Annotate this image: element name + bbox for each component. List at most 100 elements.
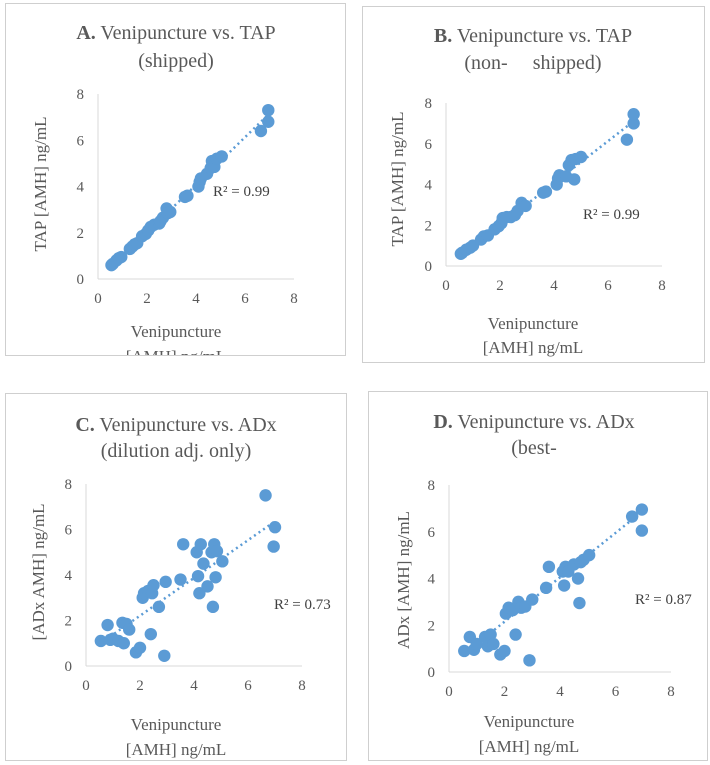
chart-b-title-prefix: B.	[434, 25, 452, 47]
chart-b-y-tick-label: 2	[425, 218, 433, 234]
chart-a-x-tick-label: 2	[143, 291, 151, 307]
chart-d-data-point	[526, 593, 539, 606]
chart-c-data-point	[201, 580, 214, 593]
chart-c-data-point	[147, 579, 160, 592]
chart-a-x-tick-label: 4	[192, 291, 200, 307]
chart-a-data-point	[215, 150, 228, 163]
chart-d-data-point	[458, 644, 471, 658]
chart-a-x-tick-label: 6	[241, 291, 249, 307]
chart-a-title-line-2: (shipped)	[138, 50, 214, 72]
chart-d-data-point	[509, 628, 522, 641]
chart-c-x-tick-label: 6	[244, 678, 252, 694]
chart-c-data-point	[193, 587, 206, 600]
chart-c-data-point	[216, 555, 229, 568]
chart-c-data-point	[177, 538, 190, 551]
chart-d-data-point	[557, 579, 571, 592]
chart-b-data-point	[627, 117, 640, 130]
chart-d-data-point	[470, 637, 483, 651]
chart-b-r2-label: R² = 0.99	[583, 207, 640, 223]
chart-d-data-point	[498, 644, 511, 658]
chart-c-x-label-line-1: Venipuncture	[131, 715, 222, 734]
chart-c-y-tick-label: 2	[65, 614, 73, 630]
chart-d-data-point	[573, 596, 586, 610]
chart-c-data-point	[133, 641, 147, 654]
chart-a-data-point	[262, 103, 275, 117]
chart-c-data-point	[210, 544, 224, 558]
chart-c-x-tick-label: 2	[136, 678, 144, 694]
chart-d-data-point	[582, 548, 596, 562]
chart-a-trendline	[110, 113, 270, 268]
chart-c-data-point	[191, 569, 205, 583]
chart-c: C. Venipuncture vs. ADx (dilution adj. on…	[29, 414, 331, 759]
chart-b-x-label-line-2: [AMH] ng/mL	[483, 338, 584, 357]
chart-b-y-tick-label: 8	[425, 96, 433, 112]
chart-a-data-point	[115, 250, 128, 264]
chart-c-data-point	[259, 489, 272, 502]
chart-c-x-tick-label: 8	[298, 678, 306, 694]
chart-c-data-point	[117, 637, 130, 650]
chart-b-data-point	[568, 173, 581, 186]
chart-c-y-tick-label: 6	[65, 523, 73, 539]
chart-b-x-tick-label: 8	[658, 278, 666, 294]
chart-a-title-prefix: A.	[76, 22, 95, 44]
chart-b-title-line-2: (non- shipped)	[464, 52, 601, 74]
chart-c-title-prefix: C.	[75, 414, 94, 436]
chart-a-x-label-line-2: [AMH] ng/mL	[126, 347, 227, 355]
chart-b-x-label-line-1: Venipuncture	[488, 314, 579, 333]
chart-b-title-line-1: B. Venipuncture vs. TAP	[434, 25, 632, 47]
chart-d-x-tick-label: 0	[445, 684, 453, 700]
chart-a-y-tick-label: 4	[77, 180, 85, 196]
chart-d-y-tick-label: 6	[428, 525, 436, 541]
chart-c-data-point	[194, 538, 207, 551]
chart-c-data-point	[268, 521, 282, 534]
panel-c: C. Venipuncture vs. ADx (dilution adj. on…	[5, 393, 347, 761]
chart-a-r2-label: R² = 0.99	[213, 184, 270, 200]
chart-c-x-tick-label: 0	[82, 678, 90, 694]
chart-b-data-point	[519, 199, 532, 213]
chart-d-data-point	[635, 524, 649, 537]
chart-c-data-point	[174, 573, 187, 586]
chart-d-r2-label: R² = 0.87	[635, 592, 692, 608]
chart-d-y-tick-label: 4	[428, 572, 436, 588]
chart-b: B. Venipuncture vs. TAP (non- shipped) 0 2 4…	[388, 25, 666, 357]
chart-c-data-point	[123, 623, 136, 636]
chart-a-y-label: TAP [AMH] ng/mL	[31, 117, 50, 252]
chart-c-x-label-line-2: [AMH] ng/mL	[126, 740, 227, 759]
chart-d-y-tick-label: 0	[428, 665, 436, 681]
chart-d-x-label-line-2: [AMH] ng/mL	[479, 737, 580, 756]
chart-c-data-point	[152, 600, 166, 614]
chart-c-data-point	[144, 627, 157, 641]
chart-a-y-tick-label: 2	[77, 226, 85, 242]
chart-d-data-point	[487, 637, 500, 651]
chart-d-title-line-1: D. Venipuncture vs. ADx	[433, 411, 634, 433]
chart-b-y-tick-label: 6	[425, 137, 433, 153]
chart-c-y-tick-label: 0	[65, 659, 73, 675]
chart-c-title-text: Venipuncture vs. ADx	[95, 414, 277, 436]
chart-a-data-point	[262, 115, 275, 128]
chart-a-y-tick-label: 6	[77, 133, 85, 149]
chart-b-data-point	[620, 133, 634, 146]
chart-a: A. Venipuncture vs. TAP (shipped) 0 2 4 6 8 0 2 4…	[31, 22, 298, 355]
chart-a-x-tick-label: 0	[94, 291, 102, 307]
chart-c-data-point	[94, 634, 108, 648]
chart-d-data-point	[625, 510, 639, 523]
chart-b-y-tick-label: 4	[425, 178, 433, 194]
chart-a-data-point	[181, 189, 194, 202]
chart-b-x-tick-label: 4	[550, 278, 558, 294]
chart-b-y-label: TAP [AMH] ng/mL	[388, 112, 407, 247]
chart-b-x-tick-label: 6	[604, 278, 612, 294]
chart-a-x-tick-label: 8	[290, 291, 298, 307]
chart-d-x-tick-label: 2	[501, 684, 509, 700]
chart-c-y-label: [ADx AMH] ng/mL	[29, 504, 48, 641]
chart-d-title-prefix: D.	[433, 411, 452, 433]
chart-d-data-point	[542, 560, 556, 574]
chart-b-y-tick-label: 0	[425, 259, 433, 275]
panel-d: D. Venipuncture vs. ADx (best- 0 2 4 6 8 0 2 4 6 8 A…	[368, 391, 708, 761]
chart-c-data-point	[158, 649, 171, 662]
chart-d: D. Venipuncture vs. ADx (best- 0 2 4 6 8 0 2 4 6 8 A…	[394, 411, 692, 756]
chart-a-x-label-line-1: Venipuncture	[131, 322, 222, 341]
chart-d-x-label-line-1: Venipuncture	[484, 712, 575, 731]
chart-c-x-tick-label: 4	[190, 678, 198, 694]
chart-c-data-point	[101, 618, 114, 632]
chart-b-data-point	[574, 150, 588, 164]
